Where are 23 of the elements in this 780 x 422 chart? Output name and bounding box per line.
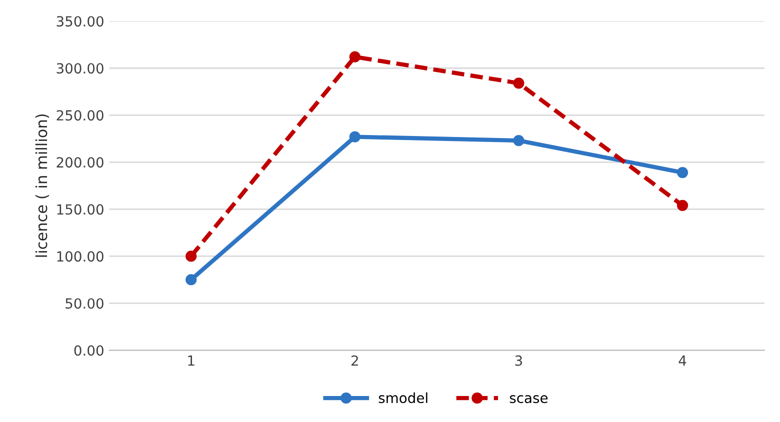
y-tick-label: 100.00 <box>57 251 104 262</box>
point <box>513 78 524 89</box>
point <box>676 166 688 178</box>
y-tick-label: 0.00 <box>74 345 104 356</box>
point <box>513 134 524 146</box>
legend-label: scase <box>510 395 548 404</box>
y-tick-label: 250.00 <box>56 110 104 121</box>
y-tick-label: 300.00 <box>56 63 104 74</box>
x-tick-label: 3 <box>515 355 522 366</box>
y-tick-label: 50.00 <box>66 298 104 309</box>
y-tick-label: 200.00 <box>56 157 104 168</box>
point <box>349 131 360 142</box>
y-axis-title: licence ( in million) <box>35 114 50 257</box>
x-tick-label: 2 <box>352 355 358 366</box>
x-tick-label: 1 <box>188 356 194 366</box>
x-tick-label: 4 <box>678 356 686 366</box>
point <box>186 250 197 262</box>
legend-label: smodel <box>378 392 428 404</box>
point <box>186 274 197 286</box>
y-tick-label: 350.00 <box>56 16 104 27</box>
point <box>349 51 360 62</box>
point <box>676 200 688 211</box>
y-tick-label: 150.00 <box>57 204 104 215</box>
